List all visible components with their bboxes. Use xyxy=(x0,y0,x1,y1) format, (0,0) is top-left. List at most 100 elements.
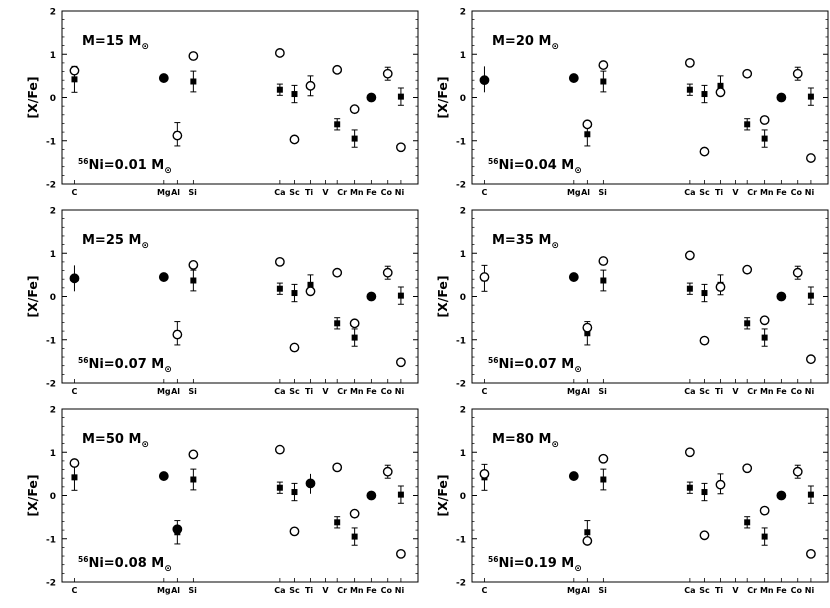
element-label: Sc xyxy=(289,586,300,595)
element-label: Ti xyxy=(305,188,313,197)
model-point xyxy=(305,80,316,91)
abundance-panel: -2 -1 0 1 2 [X/Fe] C Mg Al Si Ca Sc Ti V Cr Mn Fe Co Ni M=8… xyxy=(435,406,829,595)
y-tick-label: -2 xyxy=(456,181,466,191)
observed-point xyxy=(807,292,814,299)
nickel-mass-label: 56Ni=0.07 M⊙ xyxy=(78,356,172,375)
model-point xyxy=(806,354,816,365)
observed-point xyxy=(71,474,78,481)
model-point xyxy=(568,272,579,282)
element-label: Fe xyxy=(776,387,787,396)
model-point xyxy=(792,466,803,477)
element-label: Ti xyxy=(715,188,723,197)
model-point xyxy=(582,536,593,546)
observed-point xyxy=(397,292,404,299)
observed-point xyxy=(397,93,404,100)
element-label: Co xyxy=(791,188,803,197)
y-tick-label: -2 xyxy=(46,380,56,390)
solar-mass-subscript: ⊙ xyxy=(574,365,582,375)
element-label: Al xyxy=(171,188,180,197)
abundance-panel: -2 -1 0 1 2 [X/Fe] C Mg Al Si Ca Sc Ti V Cr Mn Fe Co Ni M=2… xyxy=(25,207,419,396)
y-tick-label: -2 xyxy=(46,181,56,191)
solar-mass-subscript: ⊙ xyxy=(551,241,559,251)
element-label: Ca xyxy=(274,586,285,595)
element-label: Ca xyxy=(684,387,695,396)
isotope-superscript: 56 xyxy=(488,555,498,564)
element-label: Co xyxy=(381,586,393,595)
nickel-mass-text: Ni=0.07 M xyxy=(498,357,574,372)
mass-label: M=25 M⊙ xyxy=(82,233,149,251)
model-point xyxy=(172,130,183,141)
y-tick-label: -1 xyxy=(456,137,466,147)
element-label: Ca xyxy=(684,188,695,197)
element-label: Ti xyxy=(305,586,313,595)
y-tick-label: -1 xyxy=(456,336,466,346)
y-tick-label: 2 xyxy=(460,207,466,217)
solar-mass-subscript: ⊙ xyxy=(574,166,582,176)
model-point xyxy=(188,449,199,460)
model-point xyxy=(759,115,770,125)
element-label: V xyxy=(732,188,739,197)
model-point xyxy=(715,87,726,98)
model-point xyxy=(479,272,490,282)
model-point xyxy=(274,256,285,267)
abundance-panel: -2 -1 0 1 2 [X/Fe] C Mg Al Si Ca Sc Ti V Cr Mn Fe Co Ni M=2… xyxy=(435,8,829,197)
observed-point xyxy=(686,484,693,491)
nickel-mass-text: Ni=0.04 M xyxy=(498,158,574,173)
model-point xyxy=(715,282,726,292)
solar-mass-subscript: ⊙ xyxy=(141,241,149,251)
y-axis-label: [X/Fe] xyxy=(435,474,450,516)
fe-reference-point xyxy=(366,92,377,103)
element-label: Ca xyxy=(274,387,285,396)
nickel-mass-label: 56Ni=0.07 M⊙ xyxy=(488,356,582,375)
model-point xyxy=(479,75,490,86)
y-tick-label: 0 xyxy=(460,492,466,502)
observed-point xyxy=(744,121,751,128)
observed-point xyxy=(701,290,708,297)
model-point xyxy=(349,508,360,519)
observed-point xyxy=(761,533,768,540)
element-label: Sc xyxy=(699,387,710,396)
model-point xyxy=(349,318,360,329)
element-label: Sc xyxy=(699,586,710,595)
element-label: Ca xyxy=(274,188,285,197)
observed-point xyxy=(717,82,724,89)
nickel-mass-label: 56Ni=0.19 M⊙ xyxy=(488,555,582,574)
mass-text: M=25 M xyxy=(82,233,141,248)
y-tick-label: 1 xyxy=(50,51,56,61)
observed-point xyxy=(600,277,607,284)
nickel-mass-label: 56Ni=0.04 M⊙ xyxy=(488,157,582,176)
element-label: Ni xyxy=(395,188,405,197)
fe-reference-point xyxy=(776,291,787,302)
element-label: Fe xyxy=(366,387,377,396)
observed-point xyxy=(761,334,768,341)
model-point xyxy=(274,48,285,58)
element-label: Mg xyxy=(157,188,171,197)
model-point xyxy=(172,329,183,340)
observed-point xyxy=(276,86,283,93)
element-label: Ni xyxy=(395,387,405,396)
mass-text: M=50 M xyxy=(82,432,141,447)
y-tick-label: 0 xyxy=(50,492,56,502)
element-label: Ni xyxy=(805,586,815,595)
y-tick-label: 1 xyxy=(50,449,56,459)
solar-mass-subscript: ⊙ xyxy=(164,564,172,574)
element-label: C xyxy=(482,586,488,595)
fe-reference-point xyxy=(776,490,787,501)
y-tick-label: -1 xyxy=(46,137,56,147)
abundance-panel: -2 -1 0 1 2 [X/Fe] C Mg Al Si Ca Sc Ti V Cr Mn Fe Co Ni M=1… xyxy=(25,8,419,197)
observed-point xyxy=(291,290,298,297)
observed-point xyxy=(600,78,607,85)
model-point xyxy=(305,286,316,297)
element-label: Al xyxy=(171,387,180,396)
element-label: Si xyxy=(188,387,197,396)
observed-point xyxy=(71,76,78,83)
model-point xyxy=(792,267,803,278)
model-point xyxy=(742,68,753,79)
model-point xyxy=(349,104,360,115)
element-label: C xyxy=(72,188,78,197)
element-label: Mg xyxy=(157,387,171,396)
element-label: V xyxy=(732,387,739,396)
y-tick-label: 0 xyxy=(460,94,466,104)
y-axis-label: [X/Fe] xyxy=(25,474,40,516)
element-label: Si xyxy=(598,387,607,396)
